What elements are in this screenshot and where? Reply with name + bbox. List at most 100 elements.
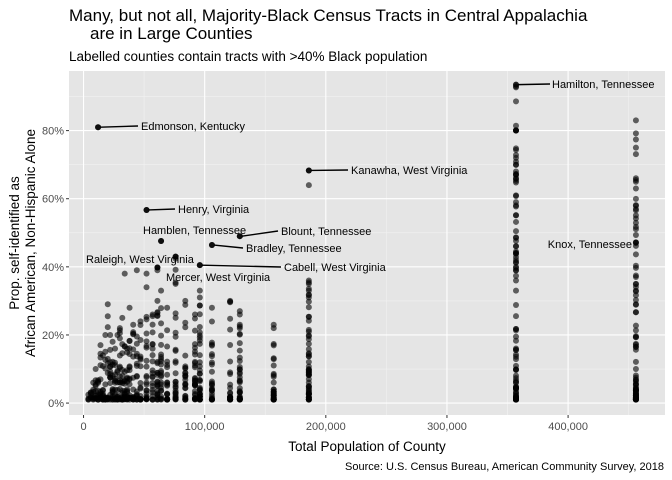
tract-point <box>191 381 198 388</box>
tract-point <box>172 346 179 353</box>
tract-point <box>191 364 198 371</box>
county-label: Cabell, West Virginia <box>284 262 387 274</box>
tract-point <box>305 358 312 365</box>
tract-point <box>149 370 156 377</box>
labelled-tract-point <box>95 124 102 131</box>
tract-point <box>236 370 243 377</box>
labelled-tract-point <box>632 239 639 246</box>
tract-point <box>632 130 639 137</box>
labelled-tract-point <box>208 242 215 249</box>
tract-point <box>632 376 639 383</box>
tract-point <box>143 363 150 370</box>
tract-point <box>227 326 234 333</box>
tract-point <box>305 328 312 335</box>
y-axis-title-line1: Prop. self-identified as <box>7 176 22 310</box>
labelled-tract-point <box>305 167 312 174</box>
tract-point <box>191 359 198 366</box>
tract-point <box>154 396 161 403</box>
y-tick-label: 60% <box>42 194 64 206</box>
tract-point <box>104 324 111 331</box>
tract-point <box>305 294 312 301</box>
tract-point <box>149 329 156 336</box>
tract-point <box>119 341 126 348</box>
tract-point <box>154 309 161 316</box>
tract-point <box>513 396 519 403</box>
tract-point <box>632 296 639 303</box>
tract-point <box>513 390 519 397</box>
tract-point <box>513 237 519 244</box>
tract-point <box>102 356 109 363</box>
tract-point <box>182 352 189 359</box>
tract-point <box>109 338 116 345</box>
tract-point <box>154 391 161 398</box>
tract-point <box>158 351 165 358</box>
x-tick-label: 0 <box>80 421 86 433</box>
tract-point <box>632 178 639 185</box>
tract-point <box>305 287 312 294</box>
tract-point <box>102 331 109 338</box>
tract-point <box>172 266 179 273</box>
tract-point <box>97 354 104 361</box>
tract-point <box>182 384 189 391</box>
tract-point <box>208 353 215 360</box>
tract-point <box>126 337 133 344</box>
tract-point <box>513 385 519 392</box>
labelled-tract-point <box>236 233 243 240</box>
tract-point <box>513 250 519 257</box>
tract-point <box>182 396 189 403</box>
tract-point <box>164 396 171 403</box>
x-axis-ticks: 0 100,000 200,000 300,000 400,000 <box>80 415 588 433</box>
tract-point <box>85 391 92 398</box>
tract-point <box>632 309 639 316</box>
tract-point <box>158 305 165 312</box>
tract-point <box>191 395 198 402</box>
tract-point <box>143 330 150 337</box>
tract-point <box>236 377 243 384</box>
tract-point <box>107 346 114 353</box>
tract-point <box>305 317 312 324</box>
tract-point <box>513 367 519 374</box>
tract-point <box>154 381 161 388</box>
tract-point <box>208 304 215 311</box>
tract-point <box>513 345 519 352</box>
tract-point <box>119 314 126 321</box>
tract-point <box>632 322 639 329</box>
tract-point <box>632 346 639 353</box>
tract-point <box>143 387 150 394</box>
tract-point <box>182 319 189 326</box>
tract-point <box>208 318 215 325</box>
tract-point <box>164 364 171 371</box>
tract-point <box>227 297 234 304</box>
tract-point <box>143 381 150 388</box>
tract-point <box>164 390 171 397</box>
tract-point <box>632 117 639 124</box>
x-tick-label: 100,000 <box>185 421 225 433</box>
tract-point <box>632 151 639 158</box>
tract-point <box>513 98 519 105</box>
tract-point <box>97 342 104 349</box>
tract-point <box>154 360 161 367</box>
tract-point <box>149 311 156 318</box>
tract-point <box>305 304 312 311</box>
tract-point <box>632 264 639 271</box>
tract-point <box>305 394 312 401</box>
annotation-leader-line <box>213 244 244 249</box>
tract-point <box>513 362 519 369</box>
tract-point <box>85 396 92 403</box>
tract-point <box>513 228 519 235</box>
tract-point <box>208 387 215 394</box>
tract-point <box>143 313 150 320</box>
tract-point <box>270 370 277 377</box>
annotation-leader-line <box>148 208 176 211</box>
tract-point <box>513 257 519 264</box>
tract-point <box>305 340 312 347</box>
tract-point <box>227 390 234 397</box>
tract-point <box>130 331 137 338</box>
tract-point <box>182 297 189 304</box>
tract-point <box>196 363 203 370</box>
tract-point <box>513 175 519 182</box>
tract-point <box>130 321 137 328</box>
annotation-leader-line <box>241 230 279 237</box>
y-tick-label: 0% <box>48 398 64 410</box>
